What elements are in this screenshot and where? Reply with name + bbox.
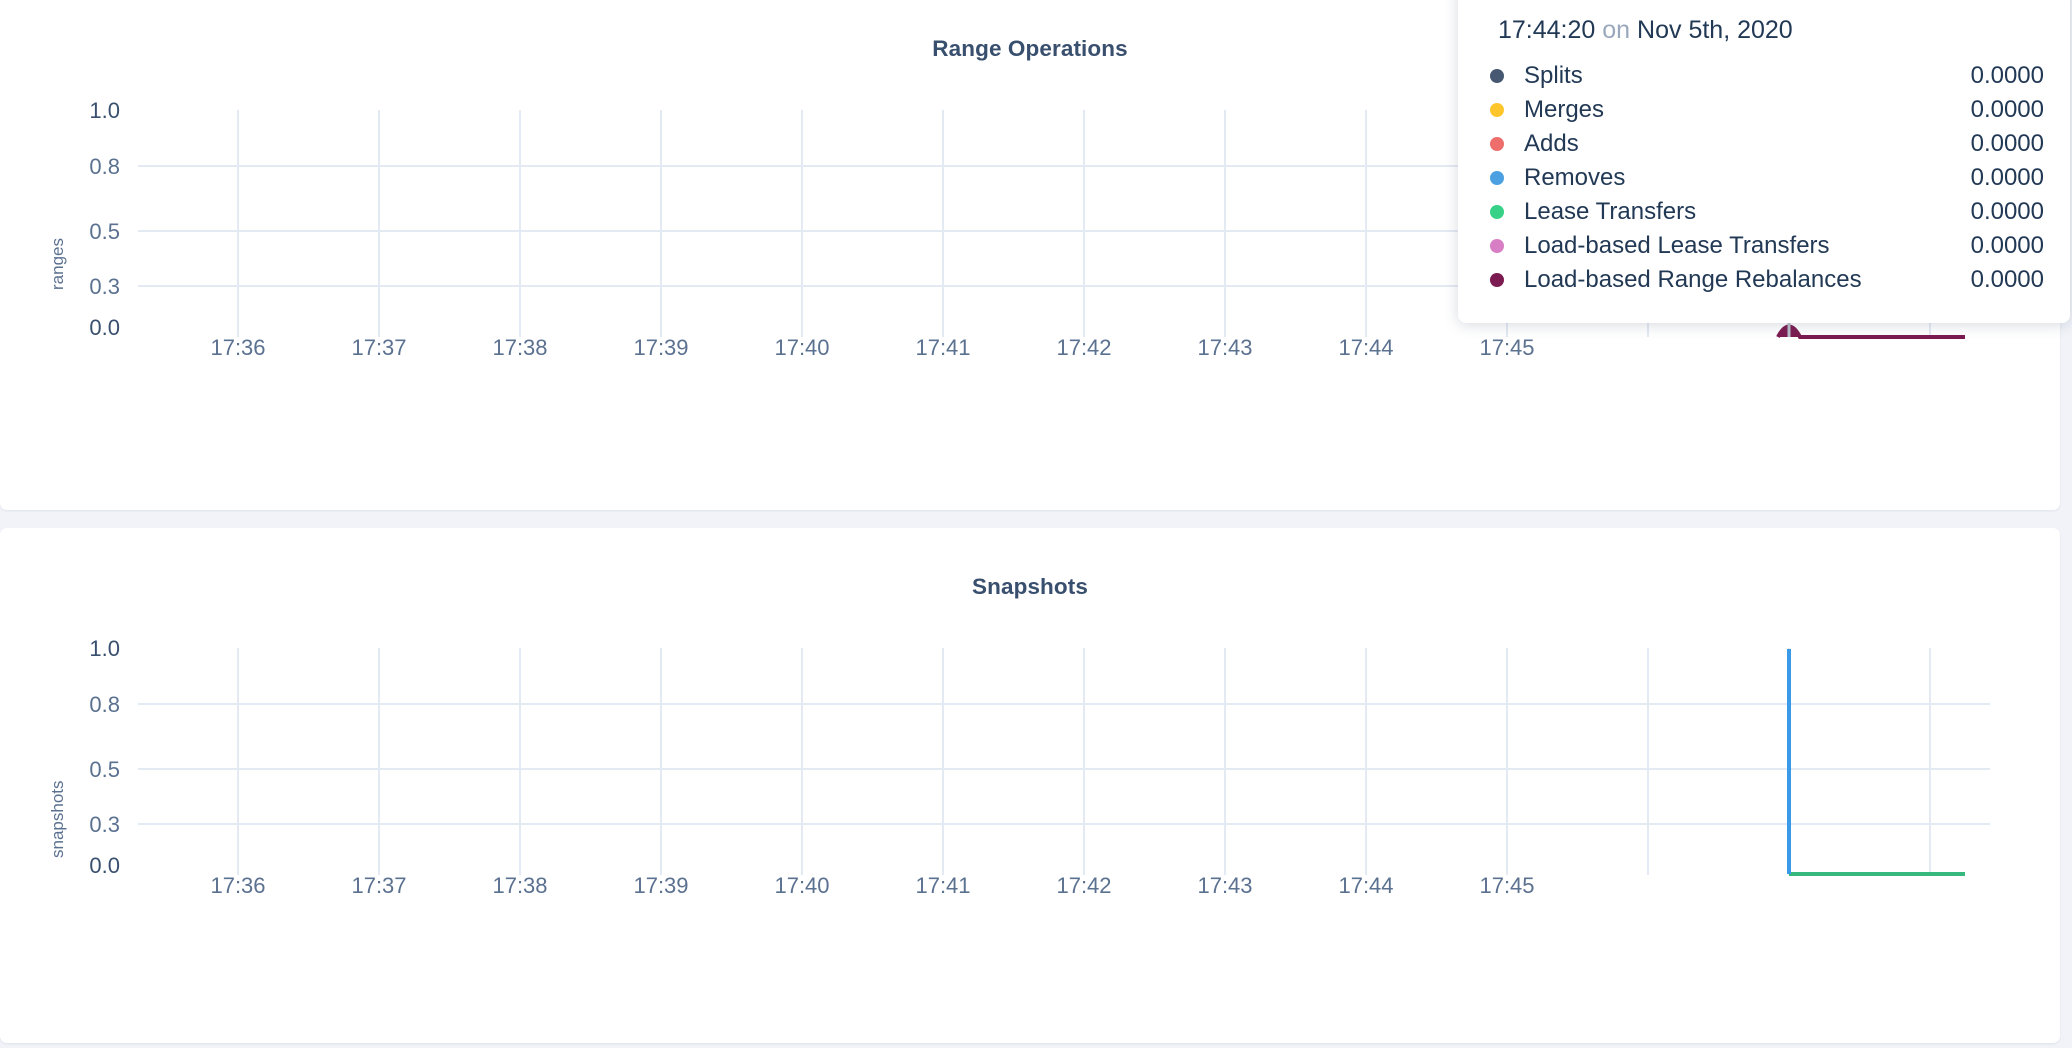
y-tick-0-3: 0.3	[89, 274, 120, 299]
tooltip-series-label: Merges	[1524, 96, 1605, 123]
series-color-dot-icon	[1490, 69, 1504, 83]
tooltip-series-table: Splits 0.0000 Merges 0.0000 Adds 0.0000	[1484, 59, 2044, 297]
legend-dot-cell	[1484, 59, 1524, 93]
series-color-dot-icon	[1490, 137, 1504, 151]
y-tick-0-8: 0.8	[89, 154, 120, 179]
x-tick-1742: 17:42	[1056, 335, 1112, 360]
tooltip-on-word: on	[1602, 16, 1631, 44]
tooltip-date: Nov 5th, 2020	[1637, 16, 1793, 44]
tooltip-row: Splits 0.0000	[1484, 59, 2044, 93]
x-tick-snapshots-1743: 17:43	[1197, 873, 1253, 898]
tooltip-series-label: Load-based Range Rebalances	[1524, 266, 1862, 293]
legend-dot-cell	[1484, 263, 1524, 297]
x-tick-1745: 17:45	[1479, 335, 1535, 360]
y-tick-snapshots-0-5: 0.5	[89, 757, 120, 782]
x-tick-snapshots-1740: 17:40	[774, 873, 830, 898]
tooltip-series-label: Lease Transfers	[1524, 198, 1697, 225]
tooltip-series-value: 0.0000	[1970, 62, 2044, 89]
tooltip-series-value: 0.0000	[1970, 232, 2044, 259]
x-tick-1740: 17:40	[774, 335, 830, 360]
tooltip-series-value: 0.0000	[1970, 130, 2044, 157]
x-tick-1741: 17:41	[915, 335, 971, 360]
series-color-dot-icon	[1490, 239, 1504, 253]
x-tick-1738: 17:38	[492, 335, 548, 360]
tooltip-series-value: 0.0000	[1970, 96, 2044, 123]
x-tick-snapshots-1742: 17:42	[1056, 873, 1112, 898]
tooltip-series-value: 0.0000	[1970, 198, 2044, 225]
x-tick-snapshots-1741: 17:41	[915, 873, 971, 898]
series-load-based-range-rebalances	[1776, 324, 1965, 339]
legend-dot-cell	[1484, 93, 1524, 127]
tooltip-series-body: Splits 0.0000 Merges 0.0000 Adds 0.0000	[1484, 59, 2044, 297]
tooltip-row: Lease Transfers 0.0000	[1484, 195, 2044, 229]
x-tick-snapshots-1736: 17:36	[210, 873, 266, 898]
tooltip-series-value: 0.0000	[1970, 266, 2044, 293]
plot-area-snapshots[interactable]	[0, 528, 2060, 1043]
tooltip-row: Merges 0.0000	[1484, 93, 2044, 127]
tooltip-row: Load-based Range Rebalances 0.0000	[1484, 263, 2044, 297]
x-tick-1737: 17:37	[351, 335, 407, 360]
chart-tooltip: 17:44:20 on Nov 5th, 2020 Splits 0.0000 …	[1458, 0, 2070, 323]
tooltip-row: Adds 0.0000	[1484, 127, 2044, 161]
plot-svg-snapshots	[138, 648, 1990, 876]
y-tick-1-0: 1.0	[89, 98, 120, 123]
x-tick-snapshots-1744: 17:44	[1338, 873, 1394, 898]
tooltip-row: Removes 0.0000	[1484, 161, 2044, 195]
legend-dot-cell	[1484, 229, 1524, 263]
y-tick-snapshots-1-0: 1.0	[89, 636, 120, 661]
x-tick-snapshots-1737: 17:37	[351, 873, 407, 898]
tooltip-series-value: 0.0000	[1970, 164, 2044, 191]
tooltip-series-label: Splits	[1524, 62, 1583, 89]
legend-dot-cell	[1484, 161, 1524, 195]
y-tick-snapshots-0-0: 0.0	[89, 853, 120, 878]
x-tick-1743: 17:43	[1197, 335, 1253, 360]
chart-title-snapshots: Snapshots	[972, 574, 1088, 599]
x-tick-1744: 17:44	[1338, 335, 1394, 360]
tooltip-row: Load-based Lease Transfers 0.0000	[1484, 229, 2044, 263]
tooltip-series-label: Adds	[1524, 130, 1579, 157]
x-tick-snapshots-1739: 17:39	[633, 873, 689, 898]
tooltip-series-label: Removes	[1524, 164, 1626, 191]
x-tick-snapshots-1738: 17:38	[492, 873, 548, 898]
y-tick-snapshots-0-3: 0.3	[89, 812, 120, 837]
tooltip-series-label: Load-based Lease Transfers	[1524, 232, 1830, 259]
y-tick-0-0: 0.0	[89, 315, 120, 340]
series-color-dot-icon	[1490, 103, 1504, 117]
y-tick-snapshots-0-8: 0.8	[89, 692, 120, 717]
legend-dot-cell	[1484, 127, 1524, 161]
x-tick-snapshots-1745: 17:45	[1479, 873, 1535, 898]
chart-card-snapshots: Snapshots	[0, 528, 2060, 1043]
x-tick-1736: 17:36	[210, 335, 266, 360]
series-color-dot-icon	[1490, 205, 1504, 219]
legend-dot-cell	[1484, 195, 1524, 229]
series-color-dot-icon	[1490, 171, 1504, 185]
page-title: Range Operations	[932, 36, 1128, 61]
series-color-dot-icon	[1490, 273, 1504, 287]
tooltip-header: 17:44:20 on Nov 5th, 2020	[1498, 16, 2044, 45]
x-tick-1739: 17:39	[633, 335, 689, 360]
tooltip-time: 17:44:20	[1498, 16, 1596, 44]
y-tick-0-5: 0.5	[89, 219, 120, 244]
